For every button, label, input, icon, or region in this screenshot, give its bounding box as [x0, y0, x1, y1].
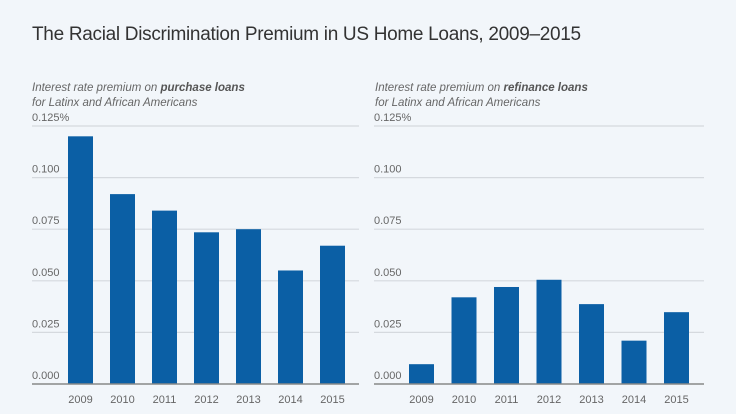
bar-2014: [278, 270, 303, 384]
left-subtitle-line2: for Latinx and African Americans: [32, 97, 198, 109]
x-tick-label: 2011: [495, 394, 519, 406]
bar-2011: [494, 286, 519, 384]
x-tick-label: 2013: [236, 394, 260, 406]
left-chart-subtitle: Interest rate premium on purchase loans …: [32, 81, 245, 111]
purchase-loans-chart: 0.000 0.025 0.050 0.075 0.100 0.125% 2009 2010 2…: [32, 112, 359, 406]
bar-2009: [68, 136, 93, 384]
bar-2010: [110, 194, 135, 384]
y-tick-label: 0.025: [374, 318, 402, 330]
x-tick-label: 2011: [153, 394, 177, 406]
bar-2011: [152, 210, 177, 384]
y-tick-label: 0.050: [374, 267, 402, 279]
left-subtitle-prefix: Interest rate premium on: [32, 82, 161, 94]
bar-2012: [194, 232, 219, 384]
bar-2012: [536, 279, 562, 384]
bar-2014: [621, 340, 647, 384]
y-tick-label: 0.100: [374, 164, 402, 176]
x-tick-label: 2015: [664, 394, 688, 406]
x-tick-label: 2015: [320, 394, 344, 406]
bar-2013: [579, 304, 604, 384]
bar-2009: [409, 364, 434, 384]
right-subtitle-bold: refinance loans: [503, 82, 588, 94]
left-subtitle-bold: purchase loans: [160, 82, 245, 94]
y-tick-label: 0.000: [374, 370, 402, 382]
bar-2010: [451, 297, 477, 384]
x-tick-label: 2014: [278, 394, 302, 406]
y-tick-label: 0.075: [32, 215, 60, 227]
x-tick-label: 2014: [622, 394, 646, 406]
y-tick-label: 0.125%: [374, 112, 412, 124]
x-tick-label: 2009: [68, 394, 92, 406]
right-subtitle-prefix: Interest rate premium on: [375, 82, 504, 94]
x-tick-label: 2013: [579, 394, 603, 406]
y-tick-label: 0.050: [32, 267, 60, 279]
bar-2013: [236, 229, 261, 384]
y-tick-label: 0.125%: [32, 112, 70, 124]
y-tick-label: 0.025: [32, 318, 60, 330]
x-tick-label: 2009: [409, 394, 433, 406]
right-subtitle-line2: for Latinx and African Americans: [375, 97, 541, 109]
refinance-loans-chart: 0.000 0.025 0.050 0.075 0.100 0.125% 2009 2010 2…: [374, 112, 704, 406]
bar-2015: [664, 312, 689, 384]
chart-title: The Racial Discrimination Premium in US …: [32, 24, 581, 45]
bar-2015: [320, 245, 345, 384]
x-tick-label: 2012: [537, 394, 561, 406]
y-tick-label: 0.000: [32, 370, 60, 382]
x-tick-label: 2010: [452, 394, 476, 406]
x-tick-label: 2010: [110, 394, 134, 406]
right-chart-subtitle: Interest rate premium on refinance loans…: [375, 81, 588, 111]
y-tick-label: 0.075: [374, 215, 402, 227]
x-tick-label: 2012: [194, 394, 218, 406]
y-tick-label: 0.100: [32, 164, 60, 176]
